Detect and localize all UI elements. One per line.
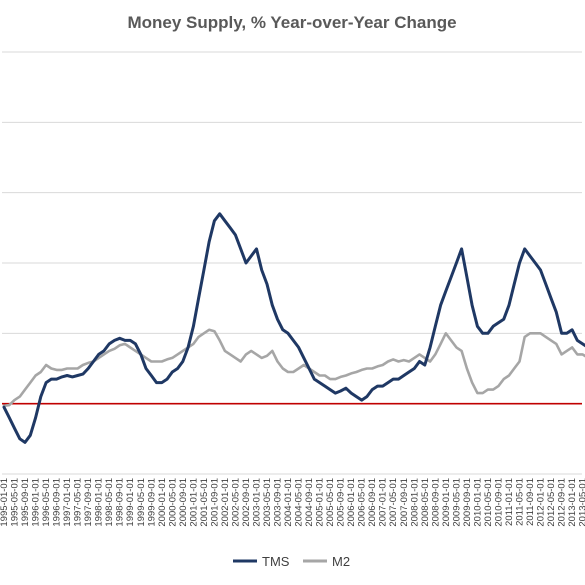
x-tick-label: 2002-09-01 — [241, 478, 252, 527]
x-tick-label: 1999-09-01 — [146, 478, 157, 527]
x-tick-label: 2011-01-01 — [504, 478, 515, 526]
x-tick-label: 1998-09-01 — [115, 478, 126, 527]
x-tick-label: 2009-05-01 — [451, 478, 462, 527]
x-tick-label: 2007-09-01 — [399, 478, 410, 527]
x-tick-label: 2000-01-01 — [157, 478, 168, 527]
series-line-m2 — [2, 328, 585, 408]
x-tick-label: 1996-01-01 — [31, 478, 42, 527]
x-tick-label: 2011-09-01 — [525, 478, 536, 526]
series-lines — [2, 212, 585, 444]
x-tick-label: 2013-05-01 — [578, 478, 585, 527]
x-tick-label: 2004-05-01 — [294, 478, 305, 527]
x-tick-label: 1999-01-01 — [125, 478, 136, 527]
x-tick-label: 2009-09-01 — [462, 478, 473, 527]
x-tick-label: 2006-09-01 — [367, 478, 378, 527]
x-tick-label: 2005-09-01 — [336, 478, 347, 527]
x-tick-label: 2008-05-01 — [420, 478, 431, 527]
x-tick-label: 2001-09-01 — [209, 478, 220, 527]
x-tick-label: 2008-01-01 — [409, 478, 420, 527]
x-tick-label: 2000-05-01 — [167, 478, 178, 527]
x-tick-label: 2012-09-01 — [557, 478, 568, 527]
x-tick-label: 2012-01-01 — [536, 478, 547, 527]
legend: TMS M2 — [233, 554, 350, 569]
legend-label-tms: TMS — [262, 554, 290, 569]
x-tick-label: 1997-05-01 — [73, 478, 84, 527]
x-tick-label: 2003-05-01 — [262, 478, 273, 527]
x-tick-label: 2000-09-01 — [178, 478, 189, 527]
gridlines — [2, 51, 582, 475]
x-tick-label: 2001-01-01 — [188, 478, 199, 527]
x-tick-label: 2010-05-01 — [483, 478, 494, 527]
x-tick-label: 1998-05-01 — [104, 478, 115, 527]
x-tick-label: 1998-01-01 — [94, 478, 105, 527]
legend-label-m2: M2 — [332, 554, 350, 569]
x-tick-label: 2011-05-01 — [515, 478, 526, 526]
x-tick-label: 2010-01-01 — [472, 478, 483, 527]
x-tick-label: 2005-05-01 — [325, 478, 336, 527]
x-tick-label: 2012-05-01 — [546, 478, 557, 527]
x-tick-label: 2003-01-01 — [252, 478, 263, 527]
x-tick-label: 2004-09-01 — [304, 478, 315, 527]
chart-title: Money Supply, % Year-over-Year Change — [127, 13, 456, 32]
x-tick-label: 2001-05-01 — [199, 478, 210, 527]
x-tick-label: 2010-09-01 — [493, 478, 504, 527]
x-tick-label: 1995-01-01 — [0, 478, 10, 527]
x-tick-label: 1999-05-01 — [136, 478, 147, 527]
x-tick-label: 2006-05-01 — [357, 478, 368, 527]
x-axis-tick-labels: 1995-01-01 1995-05-01 1995-09-01 1996-01-01… — [0, 478, 585, 527]
x-tick-label: 2005-01-01 — [315, 478, 326, 527]
x-tick-label: 2007-01-01 — [378, 478, 389, 527]
x-tick-label: 2009-01-01 — [441, 478, 452, 527]
x-tick-label: 2002-05-01 — [230, 478, 241, 527]
x-tick-label: 1995-05-01 — [10, 478, 21, 527]
x-tick-label: 2013-01-01 — [567, 478, 578, 527]
x-tick-label: 2007-05-01 — [388, 478, 399, 527]
x-tick-label: 1997-09-01 — [83, 478, 94, 527]
x-tick-label: 1996-05-01 — [41, 478, 52, 527]
series-line-tms — [2, 212, 585, 444]
x-tick-label: 2004-01-01 — [283, 478, 294, 527]
x-tick-label: 2002-01-01 — [220, 478, 231, 527]
x-tick-label: 1995-09-01 — [20, 478, 31, 527]
x-tick-label: 2003-09-01 — [273, 478, 284, 527]
x-tick-label: 2006-01-01 — [346, 478, 357, 527]
x-tick-label: 1997-01-01 — [62, 478, 73, 527]
x-tick-label: 1996-09-01 — [52, 478, 63, 527]
x-tick-label: 2008-09-01 — [430, 478, 441, 527]
